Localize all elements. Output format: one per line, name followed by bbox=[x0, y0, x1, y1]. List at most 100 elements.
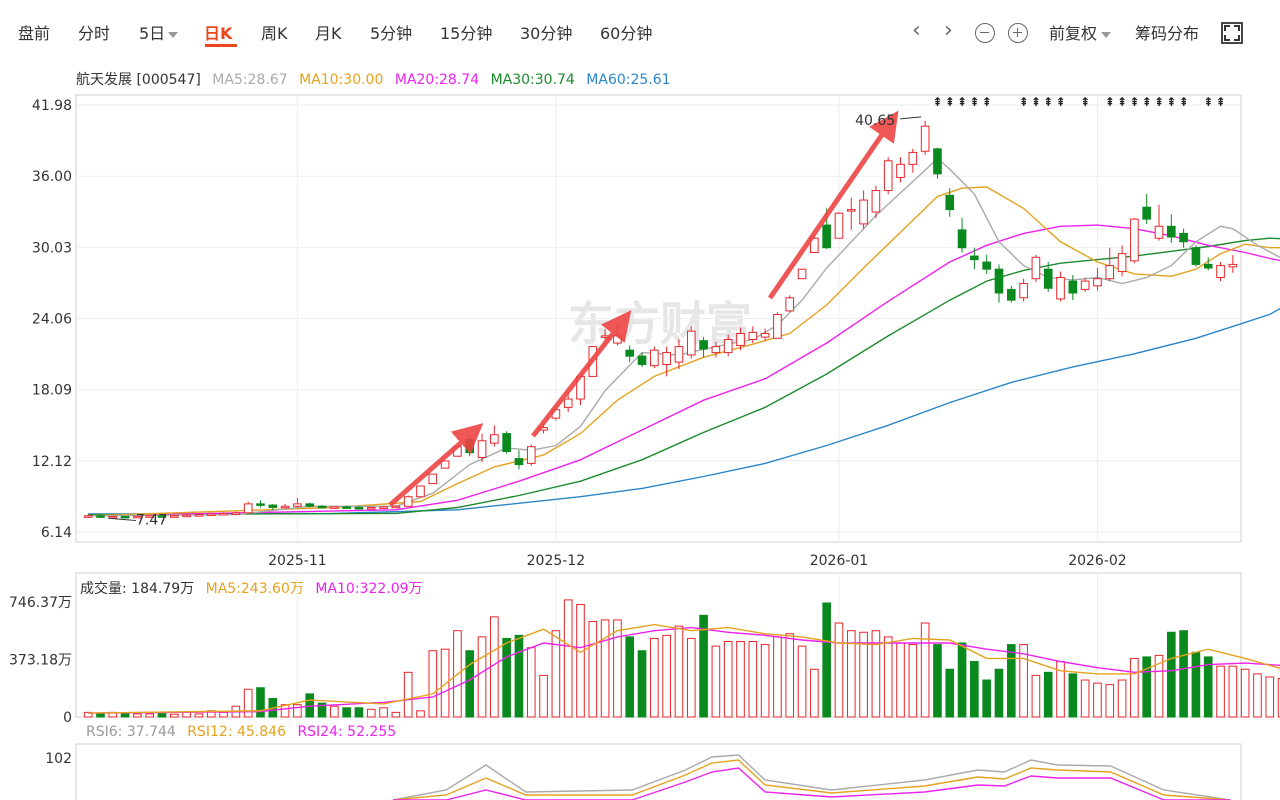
candle-body bbox=[711, 346, 721, 354]
volume-y-tick-label: 0 bbox=[63, 710, 72, 726]
candle bbox=[403, 495, 413, 507]
candle-body bbox=[342, 506, 351, 509]
candle-body bbox=[1031, 256, 1041, 280]
chevron-left-icon[interactable]: ‹ bbox=[912, 18, 921, 43]
tab-daily-k[interactable]: 日K bbox=[204, 24, 233, 43]
chevron-right-icon[interactable]: › bbox=[944, 18, 953, 43]
candle bbox=[342, 505, 351, 509]
candle-body bbox=[539, 427, 548, 431]
candle bbox=[994, 264, 1004, 303]
zoom-out-icon[interactable] bbox=[975, 23, 995, 43]
volume-bar bbox=[243, 688, 253, 718]
candle-body bbox=[403, 496, 413, 507]
volume-bar bbox=[169, 713, 179, 718]
x-tick-label: 2025-12 bbox=[527, 553, 586, 569]
volume-bar bbox=[256, 687, 265, 718]
volume-bar bbox=[760, 644, 770, 718]
candle-body bbox=[785, 297, 795, 312]
volume-bar bbox=[1093, 682, 1102, 718]
tab-5day-label: 5日 bbox=[139, 24, 166, 43]
candle-body bbox=[1043, 268, 1053, 289]
event-marker-icon: ⇞ bbox=[1080, 95, 1090, 109]
volume-bar bbox=[96, 712, 105, 718]
x-tick-label: 2025-11 bbox=[268, 553, 327, 569]
candle-body bbox=[1080, 280, 1090, 290]
candle-body bbox=[206, 513, 216, 517]
rsi-panel-frame bbox=[75, 743, 1242, 800]
volume-bar bbox=[711, 645, 721, 718]
volume-bar bbox=[933, 644, 942, 718]
y-tick-label: 24.06 bbox=[32, 312, 72, 328]
candle bbox=[330, 506, 339, 509]
tab-premarket[interactable]: 盘前 bbox=[18, 24, 51, 43]
candle-body bbox=[133, 515, 142, 519]
candle bbox=[748, 326, 758, 344]
tab-intraday[interactable]: 分时 bbox=[78, 24, 111, 43]
candle-body bbox=[1154, 225, 1164, 239]
tab-5min[interactable]: 5分钟 bbox=[370, 24, 413, 43]
candle-body bbox=[625, 349, 635, 357]
candle bbox=[637, 352, 647, 367]
tab-monthly-k[interactable]: 月K bbox=[315, 24, 342, 43]
candle-body bbox=[1130, 218, 1139, 262]
candle bbox=[268, 503, 278, 510]
candle bbox=[810, 233, 819, 253]
candle-body bbox=[859, 199, 868, 225]
candle-body bbox=[379, 506, 388, 509]
candle bbox=[1043, 262, 1053, 292]
volume-bar bbox=[1191, 651, 1201, 718]
volume-bar bbox=[613, 619, 622, 718]
candle-body bbox=[182, 514, 191, 518]
volume-bar bbox=[280, 704, 290, 718]
volume-bar bbox=[982, 679, 991, 718]
volume-ma5-line bbox=[88, 623, 1280, 714]
tab-60min[interactable]: 60分钟 bbox=[600, 24, 653, 43]
volume-bar bbox=[1006, 644, 1016, 718]
candle-body bbox=[280, 505, 290, 509]
adjust-dropdown[interactable]: 前复权 bbox=[1049, 20, 1112, 44]
volume-bar bbox=[970, 661, 979, 718]
candle bbox=[551, 407, 561, 421]
volume-bar bbox=[699, 614, 708, 718]
candle bbox=[650, 346, 659, 369]
x-tick-label: 2026-01 bbox=[810, 553, 869, 569]
tab-5day[interactable]: 5日 bbox=[139, 20, 179, 44]
tab-30min[interactable]: 30分钟 bbox=[520, 24, 573, 43]
volume-bar bbox=[588, 620, 598, 718]
chip-distribution-button[interactable]: 筹码分布 bbox=[1135, 24, 1200, 43]
candle bbox=[711, 341, 721, 358]
tab-15min[interactable]: 15分钟 bbox=[440, 24, 493, 43]
volume-bar bbox=[342, 707, 351, 718]
candle-body bbox=[169, 515, 179, 518]
candle-body bbox=[896, 163, 905, 178]
candle bbox=[797, 268, 807, 280]
candle-body bbox=[810, 237, 819, 253]
candle-body bbox=[674, 346, 684, 363]
candle bbox=[169, 514, 179, 518]
candle bbox=[465, 435, 475, 457]
volume-bar bbox=[1216, 665, 1225, 718]
zoom-in-icon[interactable] bbox=[1008, 23, 1028, 43]
volume-bar bbox=[133, 713, 142, 718]
volume-bar bbox=[674, 625, 684, 718]
candle-body bbox=[736, 333, 745, 346]
candle-body bbox=[957, 229, 967, 249]
volume-bar bbox=[428, 650, 438, 718]
volume-bar bbox=[994, 668, 1004, 718]
candle-body bbox=[219, 512, 228, 516]
candle-body bbox=[305, 503, 315, 507]
event-marker-icon: ⇞ bbox=[1203, 95, 1213, 109]
event-marker-icon: ⇞ bbox=[1179, 95, 1189, 109]
volume-bar bbox=[305, 693, 315, 718]
candle bbox=[699, 337, 708, 358]
candle-body bbox=[330, 506, 339, 509]
candle-body bbox=[317, 505, 327, 509]
candle bbox=[883, 157, 893, 195]
candle-body bbox=[970, 255, 979, 261]
volume-bar bbox=[834, 622, 844, 718]
tab-weekly-k[interactable]: 周K bbox=[261, 24, 288, 43]
volume-bar bbox=[1228, 665, 1238, 718]
price-ma5-line bbox=[88, 157, 1280, 517]
fullscreen-icon[interactable] bbox=[1221, 22, 1243, 44]
volume-bar bbox=[1080, 679, 1090, 718]
